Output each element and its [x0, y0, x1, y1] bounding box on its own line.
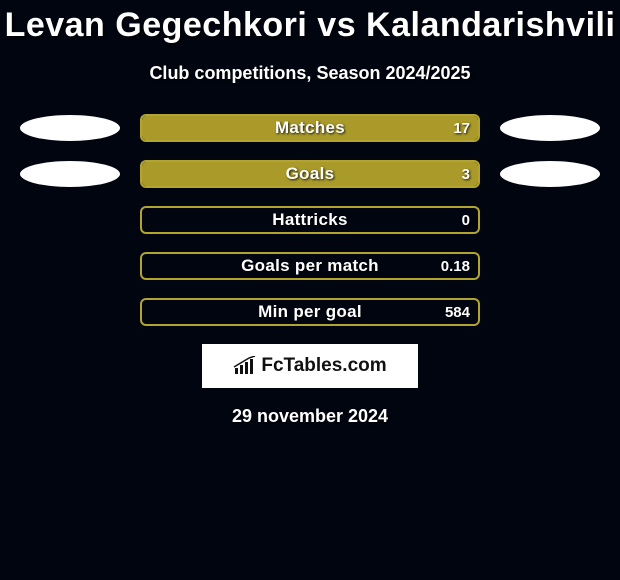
stat-label: Goals	[142, 162, 478, 186]
page-title: Levan Gegechkori vs Kalandarishvili	[0, 6, 620, 45]
stat-right-side	[490, 161, 610, 187]
stat-row: Matches17	[0, 114, 620, 142]
stat-bar: Matches17	[140, 114, 480, 142]
ellipse-icon	[20, 115, 120, 141]
page-subtitle: Club competitions, Season 2024/2025	[0, 63, 620, 84]
snapshot-date: 29 november 2024	[0, 406, 620, 427]
ellipse-icon	[500, 161, 600, 187]
brand-logo-text: FcTables.com	[261, 355, 386, 377]
stat-left-side	[10, 115, 130, 141]
stat-label: Hattricks	[142, 208, 478, 232]
stat-row: Min per goal584	[0, 298, 620, 326]
stat-row: Hattricks0	[0, 206, 620, 234]
stat-label: Matches	[142, 116, 478, 140]
brand-logo[interactable]: FcTables.com	[202, 344, 418, 388]
stat-value: 0	[462, 208, 470, 232]
stat-value: 3	[462, 162, 470, 186]
chart-icon	[233, 356, 257, 376]
stat-bar: Goals per match0.18	[140, 252, 480, 280]
stat-row: Goals3	[0, 160, 620, 188]
stat-label: Goals per match	[142, 254, 478, 278]
stat-label: Min per goal	[142, 300, 478, 324]
stats-list: Matches17 Goals3 Hattricks0 Goals per match…	[0, 114, 620, 326]
ellipse-icon	[20, 161, 120, 187]
stat-left-side	[10, 161, 130, 187]
stat-value: 17	[453, 116, 470, 140]
stat-value: 0.18	[441, 254, 470, 278]
stat-row: Goals per match0.18	[0, 252, 620, 280]
stat-bar: Goals3	[140, 160, 480, 188]
ellipse-icon	[500, 115, 600, 141]
stat-bar: Min per goal584	[140, 298, 480, 326]
stat-value: 584	[445, 300, 470, 324]
stat-bar: Hattricks0	[140, 206, 480, 234]
stat-right-side	[490, 115, 610, 141]
comparison-panel: Levan Gegechkori vs Kalandarishvili Club…	[0, 0, 620, 580]
